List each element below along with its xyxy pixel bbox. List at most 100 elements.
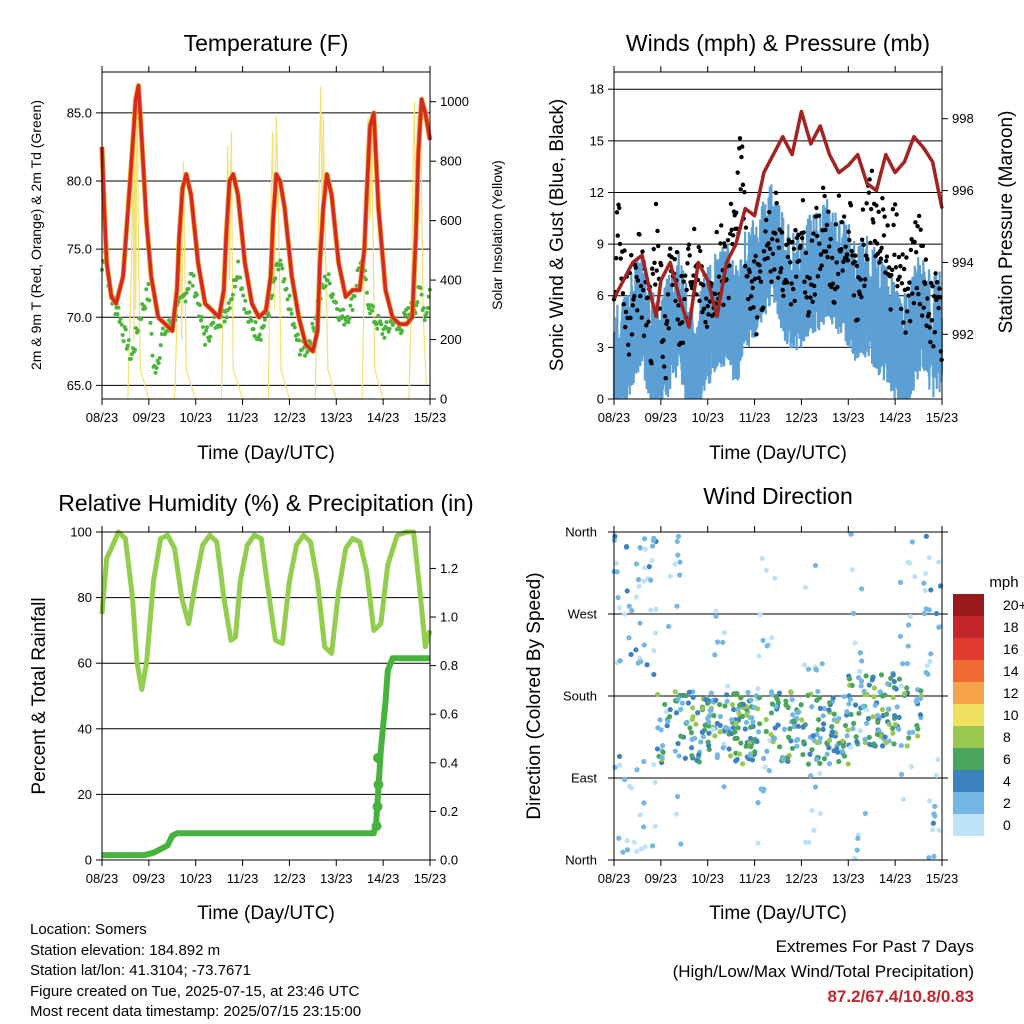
dewpoint-point xyxy=(303,353,308,358)
direction-point xyxy=(898,683,904,689)
direction-point xyxy=(644,662,650,668)
gust-point xyxy=(617,241,623,247)
gust-point xyxy=(696,244,701,250)
colorbar-swatch xyxy=(953,748,984,770)
gust-point xyxy=(706,312,711,317)
direction-point xyxy=(729,717,735,723)
dewpoint-point xyxy=(222,319,227,324)
x-tick-label: 12/23 xyxy=(785,410,818,425)
dewpoint-point xyxy=(371,304,376,309)
dewpoint-point xyxy=(347,316,352,321)
direction-point xyxy=(713,613,719,619)
direction-point xyxy=(727,753,734,759)
gust-point xyxy=(757,269,763,274)
direction-point xyxy=(850,610,857,616)
direction-point xyxy=(830,695,836,701)
direction-point xyxy=(621,611,628,617)
direction-point xyxy=(813,667,820,673)
direction-point xyxy=(858,678,865,684)
direction-point xyxy=(865,715,872,722)
gust-point xyxy=(937,286,942,291)
gust-point xyxy=(818,252,824,257)
direction-point xyxy=(760,637,766,643)
dewpoint-point xyxy=(121,339,126,344)
direction-point xyxy=(879,693,886,699)
direction-point xyxy=(734,735,740,742)
temp-2m-series xyxy=(100,83,432,354)
dewpoint-point xyxy=(406,305,411,310)
dewpoint-point xyxy=(146,282,151,287)
gust-point xyxy=(662,364,667,369)
dewpoint-point xyxy=(197,303,202,308)
gust-point xyxy=(922,281,928,286)
x-tick-label: 11/23 xyxy=(739,410,771,425)
gust-point xyxy=(644,323,649,328)
gust-point xyxy=(682,296,687,302)
gust-point xyxy=(928,280,934,286)
direction-point xyxy=(781,726,788,732)
dewpoint-point xyxy=(370,308,375,313)
gust-point xyxy=(734,210,739,215)
x-tick-label: 13/23 xyxy=(320,871,353,886)
dewpoint-point xyxy=(380,332,385,337)
direction-point xyxy=(856,675,862,681)
x-tick-label: 15/23 xyxy=(926,871,959,886)
gust-point xyxy=(790,239,795,245)
direction-point xyxy=(866,682,872,688)
direction-point xyxy=(852,702,859,708)
direction-point xyxy=(641,565,648,571)
gust-point xyxy=(763,229,768,234)
direction-point xyxy=(646,564,652,570)
y-tick-label: 20 xyxy=(78,787,92,802)
gust-point xyxy=(623,309,629,315)
gust-point xyxy=(653,282,658,287)
gust-point xyxy=(716,274,722,279)
direction-point xyxy=(637,620,643,626)
x-tick-label: 13/23 xyxy=(832,871,865,886)
direction-point xyxy=(764,643,770,649)
dewpoint-point xyxy=(207,338,212,343)
direction-point xyxy=(817,810,824,817)
gust-point xyxy=(767,246,773,251)
dewpoint-point xyxy=(139,316,144,321)
gust-point xyxy=(896,254,902,260)
gust-point xyxy=(882,214,887,219)
direction-point xyxy=(675,533,682,539)
dewpoint-point xyxy=(327,281,332,286)
gust-point xyxy=(766,210,772,215)
gust-point xyxy=(784,242,789,248)
direction-point xyxy=(829,729,836,735)
dewpoint-point xyxy=(128,356,133,361)
dewpoint-point xyxy=(224,315,229,320)
dewpoint-point xyxy=(147,298,152,303)
gust-point xyxy=(844,252,850,257)
direction-point xyxy=(678,733,684,739)
gust-point xyxy=(662,313,668,319)
dewpoint-point xyxy=(379,322,384,327)
direction-point xyxy=(755,729,762,735)
gust-point xyxy=(878,256,884,261)
direction-point xyxy=(730,725,736,731)
direction-point xyxy=(641,824,647,830)
gust-point xyxy=(727,263,732,268)
direction-point xyxy=(812,562,818,569)
gust-point xyxy=(862,283,867,288)
dewpoint-point xyxy=(190,283,195,288)
direction-point xyxy=(628,651,634,658)
direction-point xyxy=(927,658,933,664)
gust-point xyxy=(692,226,697,232)
direction-point xyxy=(802,839,809,845)
gust-point xyxy=(893,265,899,270)
direction-point xyxy=(800,751,806,758)
direction-point xyxy=(820,721,827,727)
direction-point xyxy=(854,847,860,853)
direction-point xyxy=(653,606,659,612)
colorbar-swatch xyxy=(953,704,984,726)
gust-point xyxy=(756,275,761,281)
direction-point xyxy=(756,653,762,659)
direction-point xyxy=(755,800,761,806)
direction-point xyxy=(650,761,657,768)
direction-point xyxy=(678,841,684,847)
direction-point xyxy=(801,739,807,745)
gust-point xyxy=(866,190,872,195)
